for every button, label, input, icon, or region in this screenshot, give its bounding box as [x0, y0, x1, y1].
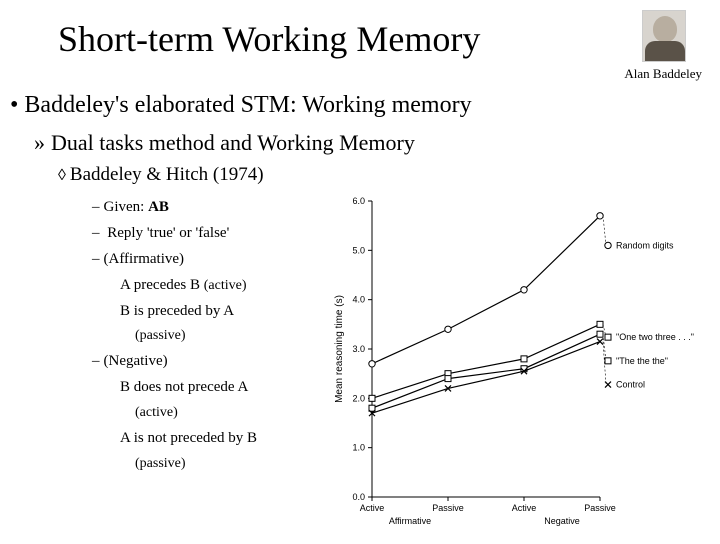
svg-text:Affirmative: Affirmative — [389, 516, 431, 526]
svg-text:3.0: 3.0 — [352, 344, 365, 354]
bullet-l4a-text: Given: — [104, 199, 149, 215]
bullet-l5c-text: B does not precede A — [120, 379, 248, 395]
bullet-l6d: (passive) — [135, 456, 186, 472]
svg-text:Active: Active — [512, 503, 537, 513]
bullet-l6c: (active) — [135, 405, 178, 421]
bullet-l2: »Dual tasks method and Working Memory — [34, 130, 415, 156]
bullet-l3: ◊Baddeley & Hitch (1974) — [58, 164, 264, 186]
svg-text:0.0: 0.0 — [352, 492, 365, 502]
bullet-l3-text: Baddeley & Hitch (1974) — [70, 164, 264, 185]
bullet-l4d-text: (Negative) — [104, 353, 168, 369]
bullet-l4a: –Given: AB — [92, 199, 169, 216]
bullet-l2-text: Dual tasks method and Working Memory — [51, 130, 415, 155]
bullet-l5d-text: A is not preceded by B — [120, 430, 257, 446]
svg-text:"The the the": "The the the" — [616, 356, 668, 366]
bullet-l5b-text: B is preceded by A — [120, 303, 234, 319]
bullet-l4d: –(Negative) — [92, 353, 168, 370]
svg-text:Control: Control — [616, 380, 645, 390]
author-photo — [642, 10, 686, 62]
bullet-l6c-text: (active) — [135, 405, 178, 420]
svg-text:Negative: Negative — [544, 516, 580, 526]
bullet-l6d-text: (passive) — [135, 456, 186, 471]
bullet-l6b-text: (passive) — [135, 328, 186, 343]
bullet-l1: •Baddeley's elaborated STM: Working memo… — [10, 92, 472, 119]
bullet-l4a-bold: AB — [148, 199, 169, 215]
svg-text:Active: Active — [360, 503, 385, 513]
svg-text:1.0: 1.0 — [352, 443, 365, 453]
svg-text:Passive: Passive — [432, 503, 464, 513]
bullet-l5d: A is not preceded by B — [120, 430, 257, 447]
svg-text:6.0: 6.0 — [352, 196, 365, 206]
bullet-l4b-text: Reply 'true' or 'false' — [104, 225, 230, 241]
bullet-l4c-text: (Affirmative) — [104, 251, 185, 267]
svg-text:Passive: Passive — [584, 503, 616, 513]
svg-text:4.0: 4.0 — [352, 295, 365, 305]
bullet-l5c: B does not precede A — [120, 379, 248, 396]
slide-title: Short-term Working Memory — [58, 18, 480, 60]
bullet-l5b: B is preceded by A — [120, 303, 234, 320]
bullet-l5a-text: A precedes B — [120, 277, 204, 293]
bullet-l4c: –(Affirmative) — [92, 251, 184, 268]
bullet-l5a: A precedes B (active) — [120, 277, 246, 294]
bullet-l4b: – Reply 'true' or 'false' — [92, 225, 229, 242]
reasoning-chart: 0.0 1.0 2.0 3.0 4.0 5.0 6.0 Mean reasoning time… — [330, 195, 710, 539]
photo-caption: Alan Baddeley — [624, 66, 702, 82]
svg-text:Random digits: Random digits — [616, 240, 674, 250]
svg-text:Mean reasoning time (s): Mean reasoning time (s) — [334, 295, 345, 403]
bullet-l1-text: Baddeley's elaborated STM: Working memor… — [24, 92, 471, 118]
bullet-l6b: (passive) — [135, 328, 186, 344]
svg-text:"One two three . . .": "One two three . . ." — [616, 332, 694, 342]
svg-text:5.0: 5.0 — [352, 245, 365, 255]
bullet-l5a-paren: (active) — [204, 278, 247, 293]
svg-text:2.0: 2.0 — [352, 393, 365, 403]
